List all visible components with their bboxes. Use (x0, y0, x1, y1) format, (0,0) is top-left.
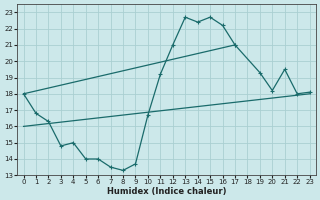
X-axis label: Humidex (Indice chaleur): Humidex (Indice chaleur) (107, 187, 226, 196)
